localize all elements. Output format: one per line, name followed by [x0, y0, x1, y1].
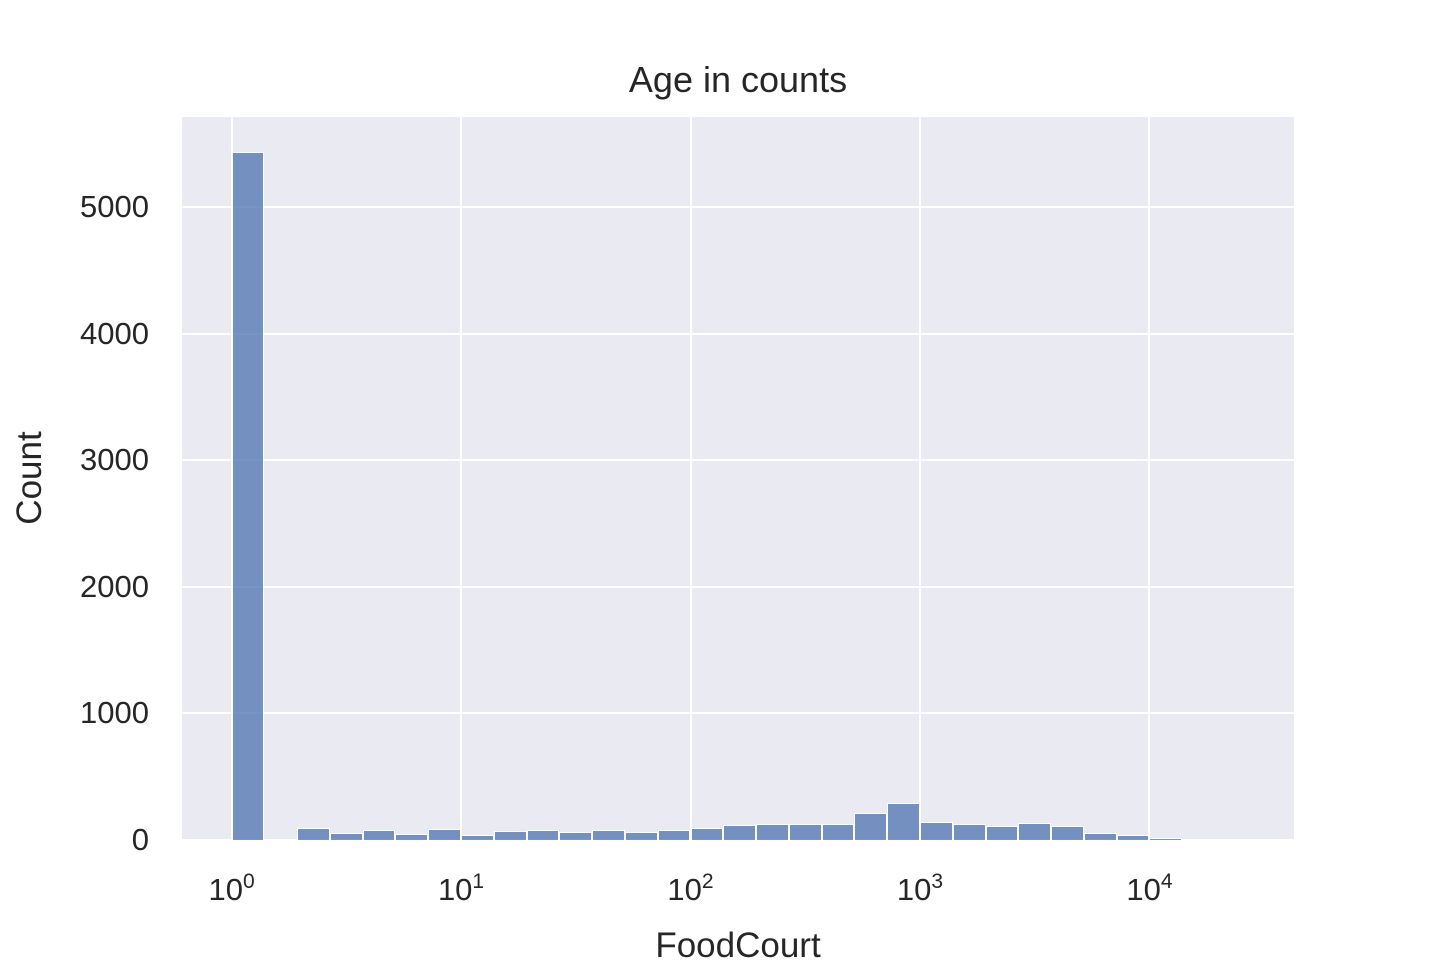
- histogram-bar: [297, 827, 330, 840]
- y-gridline: [182, 332, 1294, 335]
- y-gridline: [182, 459, 1294, 462]
- y-gridline: [182, 585, 1294, 588]
- histogram-bar: [919, 822, 953, 840]
- y-tick-label: 4000: [80, 315, 149, 351]
- chart-title: Age in counts: [628, 59, 848, 100]
- histogram-bar: [231, 151, 265, 840]
- x-tick-label: 103: [896, 870, 944, 908]
- histogram-bar: [526, 829, 560, 840]
- x-tick-exponent: 2: [701, 870, 714, 893]
- x-gridline: [918, 117, 921, 840]
- x-tick-exponent: 0: [242, 870, 255, 893]
- x-tick-base: 10: [667, 872, 702, 907]
- y-tick-label: 0: [131, 822, 149, 857]
- histogram-bar: [559, 832, 593, 840]
- y-tick-label: 5000: [80, 188, 149, 224]
- histogram-bar: [723, 825, 757, 840]
- histogram-bar: [854, 812, 888, 840]
- histogram-bar: [821, 824, 855, 840]
- histogram-bar: [985, 825, 1019, 840]
- x-axis-label: FoodCourt: [655, 926, 821, 960]
- y-gridline: [182, 712, 1294, 715]
- histogram-bar: [1149, 838, 1183, 840]
- histogram-bar: [362, 829, 396, 840]
- y-gridline: [182, 205, 1294, 208]
- x-tick-exponent: 4: [1160, 870, 1173, 893]
- x-tick-exponent: 3: [931, 870, 944, 893]
- plot-area: [182, 117, 1294, 841]
- histogram-bar: [788, 823, 822, 840]
- x-gridline: [689, 117, 692, 840]
- histogram-bar: [1182, 839, 1215, 840]
- x-tick-label: 104: [1126, 870, 1173, 908]
- y-tick-label: 2000: [80, 568, 149, 604]
- histogram-bar: [756, 823, 789, 840]
- y-gridline: [182, 839, 1294, 841]
- histogram-bar: [395, 833, 429, 840]
- x-tick-label: 100: [208, 870, 255, 908]
- histogram-bar: [887, 802, 920, 840]
- histogram-bar: [952, 823, 986, 840]
- histogram-bar: [461, 835, 494, 840]
- x-tick-label: 102: [667, 870, 714, 908]
- histogram-bar: [690, 827, 724, 840]
- histogram-bar: [493, 830, 527, 840]
- x-tick-exponent: 1: [472, 870, 485, 893]
- histogram-bar: [592, 829, 625, 840]
- histogram-bar: [1083, 833, 1117, 840]
- x-tick-base: 10: [437, 872, 473, 907]
- x-gridline: [1148, 117, 1151, 840]
- histogram-bar: [624, 832, 658, 840]
- histogram-bar: [1051, 825, 1084, 840]
- histogram-bar: [657, 829, 691, 840]
- x-tick-base: 10: [208, 872, 243, 907]
- x-gridline: [460, 117, 463, 840]
- histogram-bar: [428, 828, 462, 840]
- y-tick-label: 3000: [80, 442, 149, 478]
- histogram-bar: [329, 833, 363, 840]
- x-tick-base: 10: [896, 872, 932, 907]
- histogram-bar: [1116, 835, 1150, 840]
- x-tick-label: 101: [437, 870, 485, 908]
- histogram-bar: [1018, 823, 1052, 840]
- x-tick-base: 10: [1126, 872, 1161, 907]
- y-tick-label: 1000: [80, 695, 149, 731]
